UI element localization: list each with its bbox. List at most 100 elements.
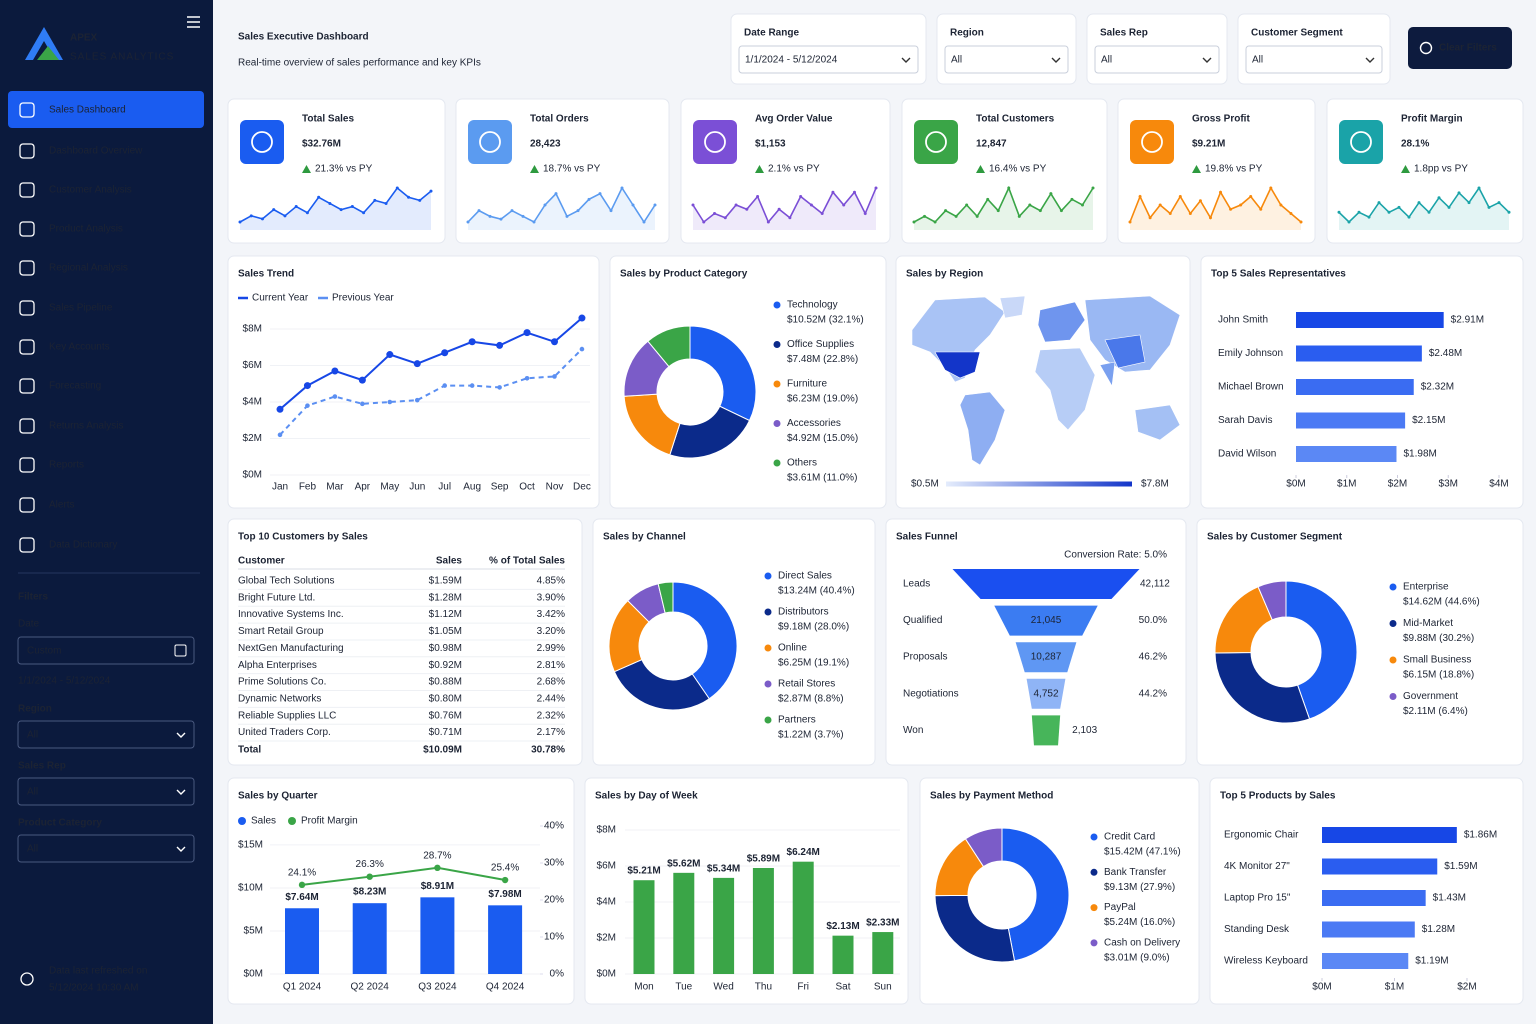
value-label: 10,287 [1031,652,1062,663]
bar [1296,312,1444,328]
stage-label: Proposals [903,652,947,663]
nav-item[interactable]: Returns Analysis [49,421,123,432]
value-label: $14.62M (44.6%) [1403,597,1480,608]
nav-item[interactable]: Reports [49,460,84,471]
donut-slice [689,325,757,422]
nav-icon [19,102,35,118]
sparkline-point [477,209,481,213]
sparkline-point [373,198,377,202]
dropdown[interactable] [17,720,195,749]
bar [1296,345,1422,362]
nav-icon [19,339,35,355]
value-label: $9.13M (27.9%) [1104,882,1175,893]
sparkline-point [521,214,525,218]
x-tick-label: Jun [409,482,425,493]
nav-item[interactable]: Sales Dashboard [49,105,126,116]
chevron [176,732,186,738]
table-cell: Innovative Systems Inc. [238,609,344,620]
bar-label: David Wilson [1218,449,1276,460]
dropdown[interactable] [17,636,195,665]
sparkline-point [1249,195,1253,198]
kpi-icon-glyph [925,131,947,153]
kpi-change: 1.8pp vs PY [1414,164,1468,175]
sparkline-point [1168,212,1172,215]
kpi-label: Profit Margin [1401,114,1463,125]
sparkline-point [1259,207,1263,211]
table-cell: 3.42% [537,609,565,620]
sparkline-point [395,186,399,190]
sparkline [913,185,1094,223]
nav-item[interactable]: Forecasting [49,381,101,392]
scale-label: $0.5M [911,479,939,490]
nav-item[interactable]: Product Analysis [49,224,123,235]
kpi-icon-glyph [1350,131,1372,153]
filters-title: Filters [18,592,48,603]
legend-dot [1090,833,1098,841]
legend-dot [773,341,781,348]
legend-dot [1090,939,1098,947]
sparkline-point [362,211,366,215]
bar-label: Standing Desk [1224,924,1290,935]
line-point [360,401,365,407]
dropdown[interactable] [738,45,919,74]
sparkline-point [1128,220,1132,224]
clear-button[interactable] [1408,27,1512,69]
y-tick-label: $4M [597,897,616,908]
filter-label: Date [18,619,40,630]
line-point [277,432,283,438]
dropdown[interactable] [1245,45,1383,74]
bar [352,903,387,974]
table-cell: 2.17% [537,727,565,738]
value-label: $2.15M [1412,415,1445,426]
bar [673,872,695,974]
sparkline-point [631,203,635,207]
nav-item[interactable]: Alerts [49,500,75,511]
line-series [279,348,583,436]
filter-value: All [27,787,38,798]
kpi-value: 12,847 [976,139,1007,150]
date-range: 1/1/2024 - 5/12/2024 [18,676,111,687]
filter-value: 1/1/2024 - 5/12/2024 [745,55,838,66]
dropdown[interactable] [17,777,195,806]
refresh-label: Data last refreshed on [49,966,147,977]
kpi-label: Gross Profit [1192,114,1250,125]
nav-item[interactable]: Dashboard Overview [49,146,143,157]
dropdown[interactable] [1094,45,1220,74]
map-region [1104,334,1146,369]
bar [752,867,774,974]
nav-item[interactable]: Regional Analysis [49,263,128,274]
dropdown[interactable] [17,834,195,863]
sparkline [1338,186,1510,224]
x-tick-label: Oct [519,482,535,493]
nav-item[interactable]: Key Accounts [49,342,110,353]
panel-title: Sales by Channel [603,532,686,543]
nav-active [8,91,204,128]
sparkline-point [576,209,580,213]
line-series [301,866,506,886]
table-cell: Alpha Enterprises [238,660,317,671]
sparkline-point [1138,195,1142,198]
table-cell: $0.88M [429,677,462,688]
value-label: $1.22M (3.7%) [778,730,844,741]
line-point [551,338,558,346]
sparkline-point [620,186,624,190]
funnel-stage [1031,715,1061,746]
map-region [934,351,981,379]
filter-label: Region [18,704,52,715]
table-cell: $1.59M [429,576,462,587]
x-tick-label: Sat [835,982,850,993]
sparkline-point [653,203,657,207]
dropdown[interactable] [944,45,1069,74]
value-label: $7.48M (22.8%) [787,354,858,365]
nav-item[interactable]: Data Dictionary [49,540,117,551]
table-cell: Bright Future Ltd. [238,592,315,603]
legend-label: Partners [778,715,816,726]
value-label: $13.24M (40.4%) [778,586,855,597]
nav-item[interactable]: Customer Analysis [49,185,132,196]
nav-item[interactable]: Sales Pipeline [49,303,113,314]
y-tick-label: $4M [243,397,262,408]
table-cell: $1.28M [429,592,462,603]
panel-title: Sales by Payment Method [930,791,1053,802]
value-label: $8.23M [353,887,386,898]
